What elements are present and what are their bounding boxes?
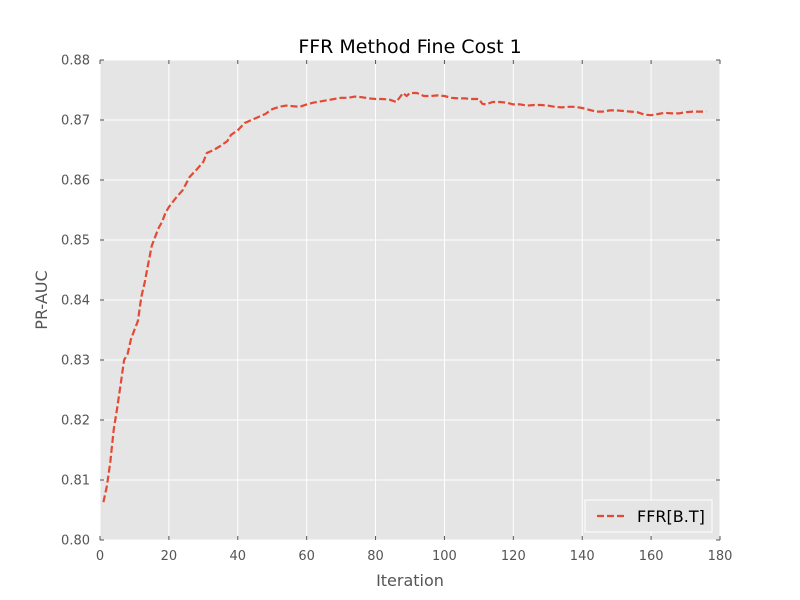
legend-label-ffr-bt: FFR[B.T] [637,507,705,526]
y-tick-label: 0.82 [61,414,90,429]
y-axis-label: PR-AUC [32,270,51,329]
series-line-ffr-bt [102,91,707,503]
y-tick-label: 0.86 [61,174,90,189]
y-tick-label: 0.85 [61,234,90,249]
x-tick-label: 100 [432,549,457,564]
y-tick-label: 0.88 [61,54,90,69]
x-tick-label: 20 [161,549,178,564]
x-tick-label: 0 [96,549,104,564]
legend: FFR[B.T] [584,499,713,533]
y-tick-labels: 0.80 0.81 0.82 0.83 0.84 0.85 0.86 0.87 0.88 [61,54,90,549]
x-tick-label: 60 [298,549,315,564]
x-tick-label: 180 [708,549,733,564]
y-tick-label: 0.83 [61,354,90,369]
x-axis-label: Iteration [376,571,444,590]
x-tick-label: 80 [367,549,384,564]
series-lines [102,91,707,503]
x-tick-label: 40 [230,549,247,564]
y-tick-label: 0.84 [61,294,90,309]
axis-ticks [99,59,721,541]
y-tick-label: 0.81 [61,474,90,489]
y-tick-label: 0.87 [61,114,90,129]
x-tick-label: 140 [570,549,595,564]
legend-box [584,499,713,533]
x-tick-label: 160 [639,549,664,564]
x-tick-label: 120 [501,549,526,564]
x-tick-labels: 0 20 40 60 80 100 120 140 160 180 [96,549,733,564]
chart-title: FFR Method Fine Cost 1 [298,36,521,58]
y-tick-label: 0.80 [61,534,90,549]
